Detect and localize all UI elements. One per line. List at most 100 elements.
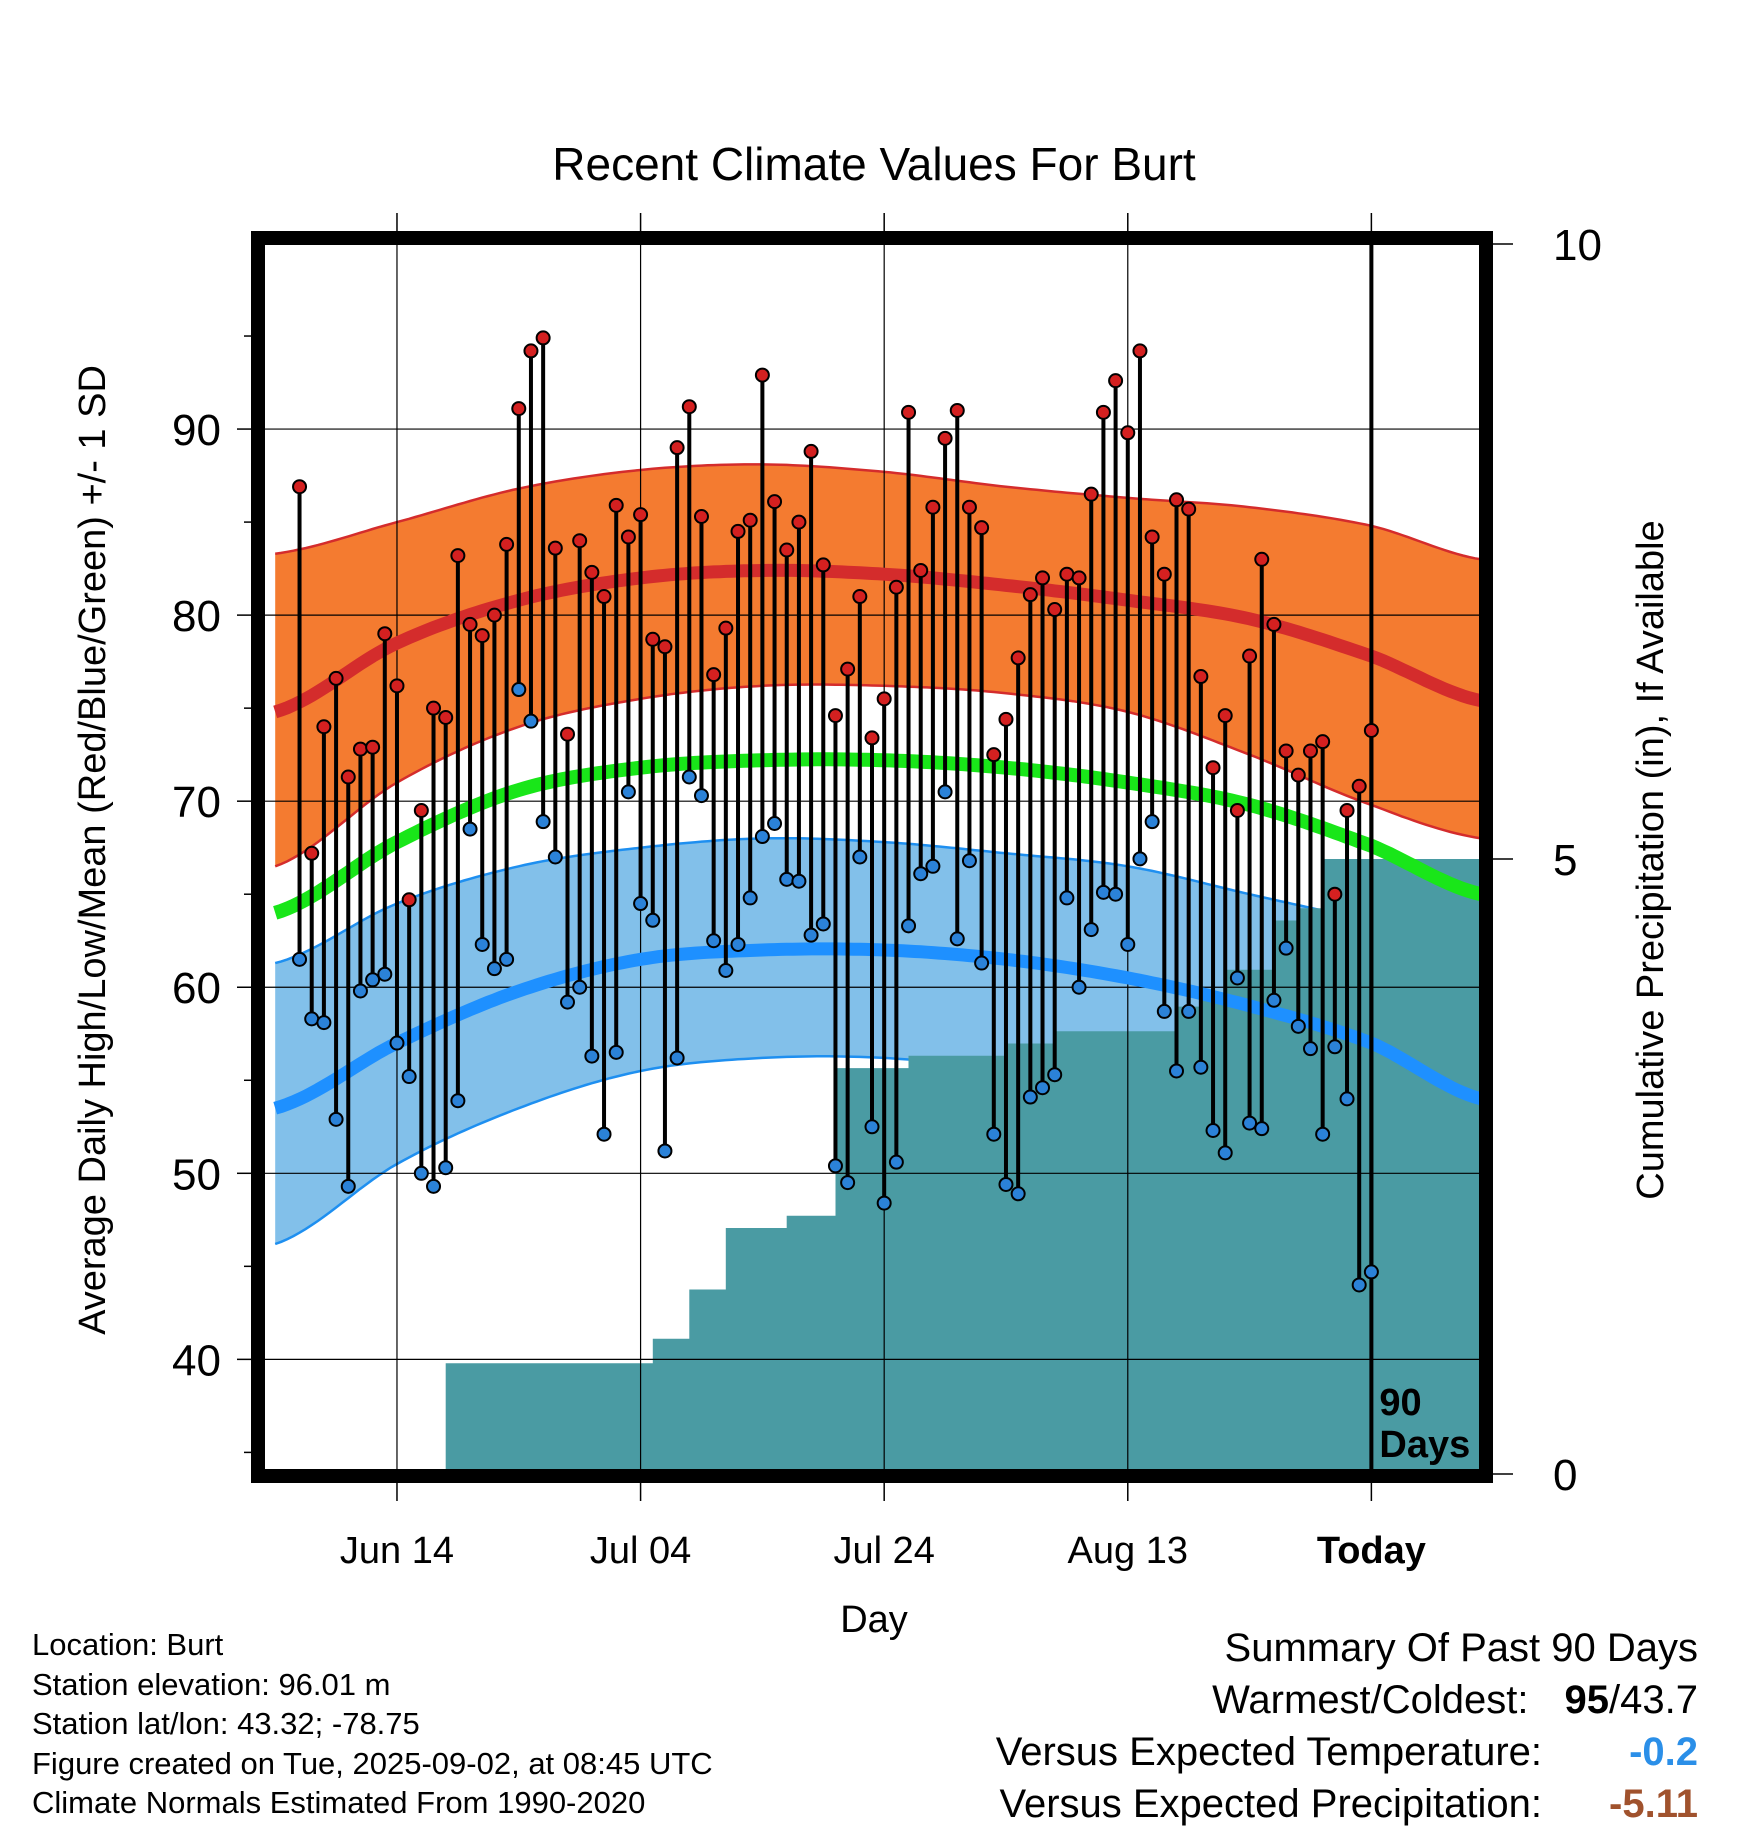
figure-created: Figure created on Tue, 2025-09-02, at 08… xyxy=(32,1745,713,1781)
summary-warmest-label: Warmest/Coldest: xyxy=(1212,1678,1529,1722)
daily-low-point xyxy=(827,1158,843,1174)
summary-temp-value: -0.2 xyxy=(1629,1730,1698,1774)
daily-low-point xyxy=(1242,1115,1258,1131)
daily-low-point xyxy=(316,1015,332,1031)
daily-low-point xyxy=(937,784,953,800)
daily-high-point xyxy=(511,401,527,417)
daily-high-point xyxy=(1035,570,1051,586)
daily-low-point xyxy=(876,1195,892,1211)
daily-high-point xyxy=(888,579,904,595)
daily-high-point xyxy=(1120,425,1136,441)
daily-low-point xyxy=(486,961,502,977)
daily-low-point xyxy=(1035,1080,1051,1096)
daily-low-point xyxy=(742,890,758,906)
daily-low-point xyxy=(1290,1018,1306,1034)
daily-low-point xyxy=(1010,1186,1026,1202)
daily-low-point xyxy=(840,1175,856,1191)
daily-low-point xyxy=(365,972,381,988)
daily-low-point xyxy=(815,916,831,932)
daily-high-point xyxy=(840,661,856,677)
daily-high-point xyxy=(1229,802,1245,818)
station-elevation: Station elevation: 96.01 m xyxy=(32,1666,391,1702)
daily-high-point xyxy=(1327,886,1343,902)
daily-high-point xyxy=(1302,743,1318,759)
daily-low-point xyxy=(499,951,515,967)
daily-low-point xyxy=(377,966,393,982)
daily-high-point xyxy=(961,499,977,515)
daily-high-point xyxy=(1266,616,1282,632)
daily-low-point xyxy=(998,1176,1014,1192)
daily-low-point xyxy=(706,933,722,949)
daily-low-point xyxy=(1169,1063,1184,1079)
plot-clip-group xyxy=(263,243,1481,1471)
daily-high-point xyxy=(620,529,636,545)
daily-high-point xyxy=(1351,778,1367,794)
daily-low-point xyxy=(596,1126,612,1142)
daily-high-point xyxy=(413,802,429,818)
daily-high-point xyxy=(1047,602,1063,618)
daily-low-point xyxy=(633,896,649,912)
x-tick-label: Jul 04 xyxy=(590,1530,691,1572)
daily-high-point xyxy=(426,700,442,716)
summary-temp-label: Versus Expected Temperature: xyxy=(995,1730,1542,1774)
daily-high-point xyxy=(389,678,405,694)
daily-low-point xyxy=(1266,992,1282,1008)
daily-high-point xyxy=(352,741,368,757)
low-upper-edge xyxy=(274,836,1481,965)
daily-low-point xyxy=(413,1165,429,1181)
daily-high-point xyxy=(1022,587,1038,603)
summary-warmest-low: /43.7 xyxy=(1609,1678,1698,1722)
daily-low-point xyxy=(1254,1121,1270,1137)
daily-high-point xyxy=(681,399,697,415)
daily-low-point xyxy=(986,1126,1002,1142)
daily-high-point xyxy=(864,730,880,746)
daily-low-point xyxy=(1083,922,1099,938)
daily-high-point xyxy=(815,557,831,573)
x-tick-label: Aug 13 xyxy=(1068,1530,1188,1572)
daily-high-point xyxy=(1010,650,1026,666)
daily-high-point xyxy=(450,548,466,564)
daily-high-point xyxy=(1059,566,1075,582)
daily-low-point xyxy=(352,983,368,999)
daily-low-point xyxy=(535,814,551,830)
summary-precip-row: Versus Expected Precipitation: -5.11 xyxy=(996,1778,1698,1830)
summary-precip-label: Versus Expected Precipitation: xyxy=(999,1782,1542,1826)
daily-high-point xyxy=(693,509,709,525)
daily-low-point xyxy=(1132,851,1148,867)
y-axis-right-label: Cumulative Precipitation (in), If Availa… xyxy=(1630,520,1672,1199)
daily-low-point xyxy=(340,1178,356,1194)
daily-high-point xyxy=(730,523,746,539)
x-tick-label: Jul 24 xyxy=(833,1530,934,1572)
daily-low-point xyxy=(949,931,965,947)
daily-low-point xyxy=(1302,1041,1318,1057)
daily-low-point xyxy=(961,853,977,869)
daily-high-point xyxy=(523,343,539,359)
station-info: Location: Burt Station elevation: 96.01 … xyxy=(32,1625,713,1823)
daily-high-point xyxy=(377,626,393,642)
summary-temp-row: Versus Expected Temperature: -0.2 xyxy=(996,1726,1698,1778)
daily-high-point xyxy=(901,404,917,420)
daily-low-point xyxy=(913,866,929,882)
y-right-tick-label: 0 xyxy=(1553,1451,1577,1500)
normal-low-line xyxy=(273,942,1481,1115)
daily-high-point xyxy=(669,440,685,456)
daily-low-point xyxy=(511,682,527,698)
daily-high-point xyxy=(535,330,551,346)
daily-high-point xyxy=(742,512,758,528)
daily-high-point xyxy=(1132,343,1148,359)
daily-low-point xyxy=(1339,1091,1355,1107)
daily-high-point xyxy=(1083,486,1099,502)
cumulative-precip-area xyxy=(445,859,1481,1471)
station-location: Location: Burt xyxy=(32,1627,224,1662)
daily-high-point xyxy=(1108,373,1124,389)
y-left-tick-label: 40 xyxy=(172,1336,221,1385)
daily-low-point xyxy=(1047,1067,1063,1083)
y-left-tick-label: 80 xyxy=(172,592,221,641)
high-lower-edge xyxy=(274,683,1481,868)
daily-low-point xyxy=(645,912,661,928)
daily-low-point xyxy=(462,821,478,837)
daily-high-point xyxy=(767,494,783,510)
daily-low-point xyxy=(620,784,636,800)
daily-high-point xyxy=(328,670,344,686)
